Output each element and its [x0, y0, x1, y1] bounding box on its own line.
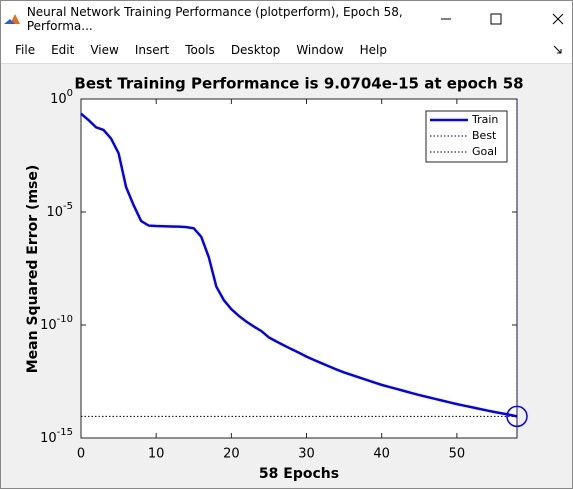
x-tick-label: 20: [223, 447, 240, 462]
legend-label: Goal: [472, 145, 497, 158]
app-icon: [4, 14, 20, 24]
best-marker: [506, 405, 528, 428]
legend-label: Best: [472, 129, 497, 142]
x-tick-label: 10: [148, 447, 165, 462]
train-line: [80, 112, 518, 418]
menu-item[interactable]: Tools: [185, 43, 215, 57]
menu-item[interactable]: Insert: [134, 43, 170, 57]
menu-item[interactable]: Help: [359, 43, 387, 57]
chart: Best Training Performance is 9.0704e-15 …: [25, 75, 528, 482]
chart-title: Best Training Performance is 9.0704e-15 …: [74, 75, 523, 93]
y-tick-label: 10-15: [40, 427, 73, 446]
y-axis-label: Mean Squared Error (mse): [25, 165, 41, 374]
x-axis-label: 58 Epochs: [259, 466, 339, 482]
x-tick-label: 30: [298, 447, 315, 462]
legend-label: Train: [471, 113, 498, 126]
y-tick-label: 10-5: [46, 201, 73, 220]
window-controls[interactable]: [428, 1, 572, 37]
y-tick-label: 100: [50, 88, 73, 107]
x-tick-label: 50: [449, 447, 466, 462]
x-tick-label: 40: [373, 447, 390, 462]
y-tick-label: 10-10: [40, 314, 73, 333]
menu-item[interactable]: File: [15, 43, 36, 57]
title-bar: Neural Network Training Performance (plo…: [1, 1, 572, 37]
menu-item[interactable]: Window: [296, 43, 344, 57]
menu-item[interactable]: Edit: [51, 43, 75, 57]
x-tick-label: 0: [77, 447, 85, 462]
dock-icon[interactable]: [551, 43, 565, 57]
menu-bar: File Edit View Insert Tools Desktop Window Help: [1, 37, 572, 64]
menu-item[interactable]: Desktop: [230, 43, 281, 57]
menu-item[interactable]: View: [90, 43, 119, 57]
window-title: Neural Network Training Performance (plo…: [26, 5, 403, 33]
